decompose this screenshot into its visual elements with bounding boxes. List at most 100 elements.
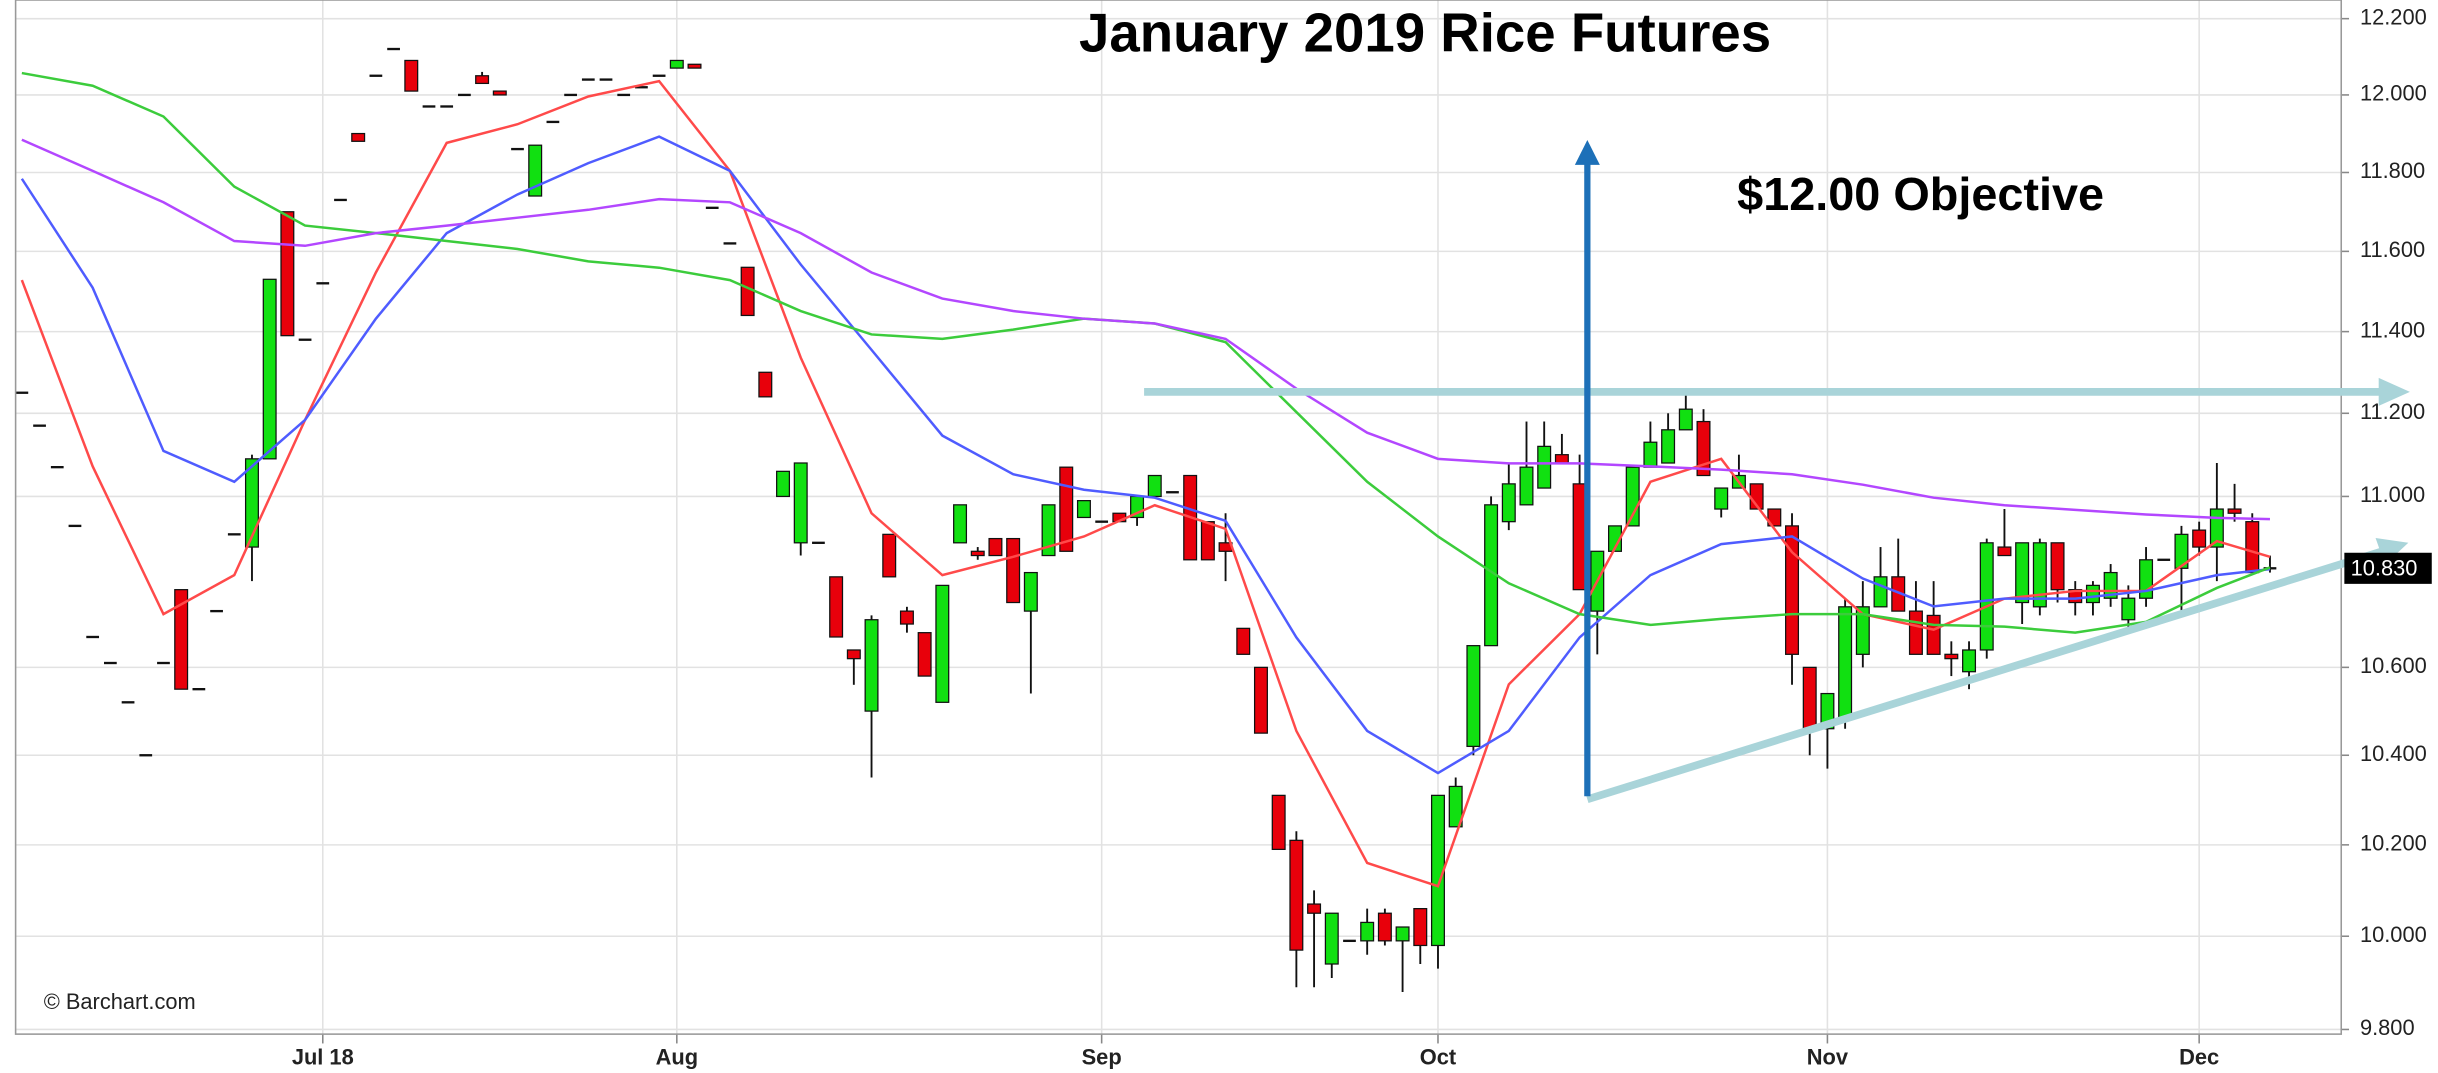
candle-body bbox=[280, 211, 295, 337]
candle-body bbox=[1501, 483, 1516, 523]
candle-body bbox=[2015, 542, 2030, 604]
candle-body bbox=[899, 610, 914, 625]
candle-body bbox=[174, 589, 189, 690]
candle-body bbox=[1360, 921, 1375, 942]
candle-body bbox=[262, 278, 277, 460]
source: © Barchart.com bbox=[44, 989, 196, 1014]
candle-body bbox=[1554, 454, 1569, 464]
candle-body bbox=[1023, 571, 1038, 612]
candle-body bbox=[1006, 537, 1021, 604]
x-tick-label: Dec bbox=[2179, 1045, 2219, 1070]
candle-body bbox=[1519, 466, 1534, 506]
candle-body bbox=[776, 470, 791, 498]
candle-body bbox=[404, 59, 419, 92]
candle-body bbox=[1944, 653, 1959, 660]
candle-body bbox=[1661, 429, 1676, 464]
grid bbox=[15, 0, 2350, 1044]
plot-frame bbox=[14, 0, 2343, 1035]
y-tick-label: 10.200 bbox=[2360, 831, 2427, 856]
y-tick-label: 10.400 bbox=[2360, 741, 2427, 766]
candle-body bbox=[1802, 666, 1817, 730]
candle-body bbox=[935, 584, 950, 703]
last-price-box bbox=[2344, 552, 2432, 584]
candle-body bbox=[2121, 597, 2136, 621]
candle-body bbox=[1200, 521, 1215, 561]
candle-body bbox=[1678, 408, 1693, 431]
candle-body bbox=[793, 462, 808, 544]
candle-body bbox=[1466, 645, 1481, 748]
candle-body bbox=[1873, 576, 1888, 608]
candle-body bbox=[1855, 606, 1870, 655]
candle-body bbox=[1908, 610, 1923, 655]
candle-body bbox=[2192, 529, 2207, 548]
candle-body bbox=[1253, 666, 1268, 734]
candle-body bbox=[1785, 525, 1800, 655]
moving-average bbox=[20, 79, 2271, 888]
candle-body bbox=[1059, 466, 1074, 552]
candle-body bbox=[1572, 483, 1587, 591]
x-tick-label: Nov bbox=[1807, 1045, 1849, 1070]
moving-average bbox=[20, 135, 2271, 775]
candle-body bbox=[1448, 785, 1463, 828]
candle-body bbox=[1413, 908, 1428, 947]
y-tick-label: 12.000 bbox=[2360, 81, 2427, 106]
candle-body bbox=[1767, 508, 1782, 527]
y-tick-label: 12.200 bbox=[2360, 4, 2427, 29]
candle-body bbox=[1714, 487, 1729, 510]
candle-body bbox=[244, 458, 259, 548]
marks bbox=[15, 47, 2277, 992]
candle-body bbox=[492, 90, 507, 96]
y-tick-label: 10.000 bbox=[2360, 922, 2427, 947]
y-tick-label: 11.800 bbox=[2360, 158, 2425, 183]
candle-body bbox=[1696, 420, 1711, 477]
candle-body bbox=[1271, 794, 1286, 851]
x-tick-label: Aug bbox=[656, 1045, 698, 1070]
annotation: $12.00 Objective bbox=[1737, 168, 2104, 220]
y-tick-label: 11.400 bbox=[2360, 317, 2425, 342]
candle-body bbox=[846, 649, 861, 660]
candle-body bbox=[1289, 839, 1304, 951]
candle-body bbox=[1979, 542, 1994, 651]
moving-average bbox=[21, 138, 2270, 521]
arrow-head bbox=[2378, 377, 2410, 406]
candle-body bbox=[669, 59, 684, 69]
candle-body bbox=[2050, 542, 2065, 591]
candle-body bbox=[2227, 508, 2242, 514]
x-tick-label: Jul 18 bbox=[292, 1045, 354, 1070]
candle-body bbox=[882, 533, 897, 578]
candle-body bbox=[1997, 546, 2012, 557]
candle-body bbox=[1236, 627, 1251, 655]
last-price-label: 10.830 bbox=[2351, 556, 2418, 581]
candle-body bbox=[1962, 649, 1977, 673]
candle-body bbox=[864, 619, 879, 712]
candle-body bbox=[1377, 912, 1392, 942]
candle-body bbox=[2032, 542, 2047, 608]
x-tick-label: Oct bbox=[1420, 1045, 1456, 1070]
candle-body bbox=[2085, 584, 2100, 604]
candle-body bbox=[1324, 912, 1339, 965]
candle-body bbox=[740, 266, 755, 317]
candle-body bbox=[829, 576, 844, 638]
arrow-head bbox=[1574, 139, 1600, 165]
candle-body bbox=[953, 504, 968, 544]
candle-body bbox=[758, 371, 773, 398]
support-line bbox=[1586, 546, 2387, 804]
candle-body bbox=[1041, 504, 1056, 557]
x-tick-label: Sep bbox=[1082, 1045, 1122, 1070]
candle-body bbox=[2174, 533, 2189, 569]
y-tick-label: 11.200 bbox=[2360, 399, 2425, 424]
candle-body bbox=[1395, 926, 1410, 942]
candle-body bbox=[1838, 606, 1853, 721]
candle-body bbox=[2245, 521, 2260, 574]
candle-body bbox=[687, 63, 702, 69]
candle-body bbox=[1076, 500, 1091, 519]
candle-body bbox=[1643, 441, 1658, 468]
y-tick-label: 10.600 bbox=[2360, 653, 2427, 678]
candle-body bbox=[1537, 445, 1552, 489]
candle-body bbox=[988, 537, 1003, 557]
candle-body bbox=[1926, 614, 1941, 655]
chart-title: January 2019 Rice Futures bbox=[1079, 3, 1771, 64]
